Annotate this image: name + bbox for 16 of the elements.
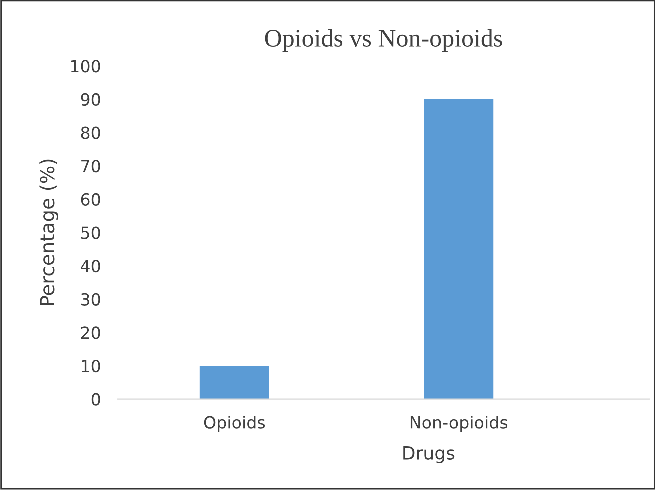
chart-title: Opioids vs Non-opioids	[265, 29, 502, 52]
y-tick-label: 60	[81, 193, 100, 206]
y-tick-label: 90	[81, 93, 100, 106]
y-tick-label: 40	[81, 260, 100, 273]
y-tick-label: 0	[92, 393, 100, 406]
y-tick-label: 30	[81, 293, 100, 306]
y-tick-label: 50	[81, 226, 100, 240]
x-tick-label: Opioids	[204, 416, 266, 432]
y-tick-label: 100	[71, 60, 100, 73]
y-tick-label: 80	[81, 126, 100, 140]
y-tick-label: 20	[81, 326, 100, 340]
y-tick-label: 10	[82, 360, 100, 373]
x-axis-title: Drugs	[404, 446, 455, 464]
y-axis-title: Percentage (%)	[40, 160, 58, 306]
y-tick-label: 70	[82, 160, 100, 173]
x-tick-label: Non-opioids	[410, 416, 508, 432]
